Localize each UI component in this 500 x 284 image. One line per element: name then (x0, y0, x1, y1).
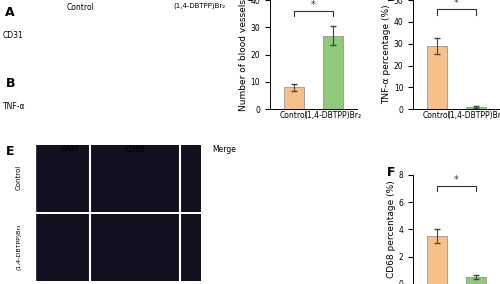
Text: (1,4-DBTPP)Br₂: (1,4-DBTPP)Br₂ (16, 224, 21, 270)
Y-axis label: TNF-α percentage (%): TNF-α percentage (%) (382, 5, 391, 105)
Bar (324, 36, 343, 109)
Bar (427, 236, 446, 284)
Text: DAPI: DAPI (60, 145, 78, 154)
Y-axis label: Number of blood vessels: Number of blood vessels (239, 0, 248, 110)
Y-axis label: CD68 percentage (%): CD68 percentage (%) (387, 181, 396, 278)
Text: CD68: CD68 (124, 145, 146, 154)
Text: E: E (6, 145, 14, 158)
Text: (1,4-DBTPP)Br₂: (1,4-DBTPP)Br₂ (174, 3, 226, 9)
Bar (146, 145, 201, 212)
Bar (427, 46, 446, 109)
Text: A: A (6, 6, 15, 19)
Bar (284, 87, 304, 109)
Bar (90, 214, 146, 281)
Text: CD31: CD31 (2, 31, 24, 40)
Bar (35, 145, 90, 212)
Text: Control: Control (16, 165, 22, 190)
Bar (466, 107, 486, 109)
Text: TNF-α: TNF-α (2, 102, 25, 111)
Text: *: * (311, 0, 316, 11)
Text: *: * (454, 0, 459, 8)
Bar (466, 277, 486, 284)
Text: C: C (244, 0, 253, 4)
Bar (35, 214, 90, 281)
Text: Control: Control (67, 3, 95, 12)
Bar (90, 145, 146, 212)
Text: D: D (387, 0, 398, 4)
Text: F: F (387, 166, 396, 179)
Text: B: B (6, 77, 15, 90)
Text: *: * (454, 175, 459, 185)
Text: Merge: Merge (212, 145, 236, 154)
Bar (146, 214, 201, 281)
